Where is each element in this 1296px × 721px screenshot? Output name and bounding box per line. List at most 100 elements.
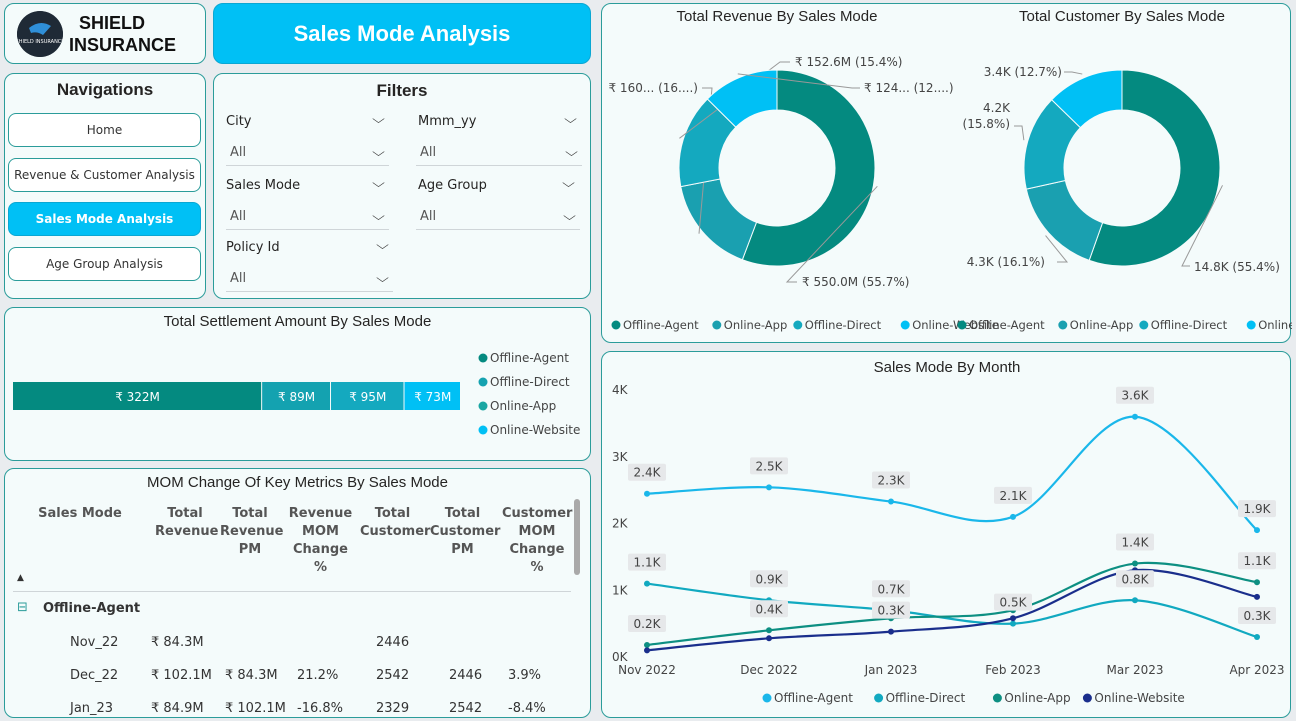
table-cell: 2446 — [376, 635, 410, 650]
line-legend-label: Online-App — [1004, 691, 1070, 705]
y-tick-label: 4K — [612, 383, 629, 397]
revenue-donut-legend-dot — [712, 320, 722, 330]
chevron-down-icon[interactable]: ⌵ — [372, 176, 385, 190]
customer-donut-slice-online-app[interactable] — [1025, 179, 1104, 261]
sort-ascending-icon[interactable]: ▲ — [17, 573, 24, 583]
settlement-bar-offline-direct[interactable] — [262, 382, 331, 410]
line-point[interactable] — [1254, 579, 1260, 586]
table-cell: 3.9% — [508, 668, 542, 683]
line-point[interactable] — [1010, 620, 1016, 627]
table-header-cell[interactable]: Sales Mode — [38, 506, 122, 521]
line-point[interactable] — [644, 647, 650, 654]
nav-sales-mode-button[interactable]: Sales Mode Analysis — [8, 202, 201, 236]
table-cell: 21.2% — [297, 668, 339, 683]
settlement-bar-chart: ₹ 322M ₹ 89M ₹ 95M ₹ 73M Offline-Agent Offlin… — [13, 351, 580, 437]
revenue-donut-leader-line — [785, 185, 878, 283]
nav-age-group-button[interactable]: Age Group Analysis — [8, 247, 201, 281]
customer-donut-leader-line — [1064, 71, 1083, 75]
filter-sales-mode-select[interactable]: All ⌵ — [226, 204, 389, 230]
line-point[interactable] — [1010, 513, 1016, 520]
table-cell: ₹ 84.3M — [151, 635, 204, 650]
line-series-online-website[interactable] — [646, 568, 1258, 652]
settlement-legend-dot — [478, 425, 488, 435]
customer-donut-legend-dot — [1139, 320, 1149, 330]
collapse-icon[interactable]: ⊟ — [17, 600, 28, 615]
table-header-cell[interactable]: Total Customer PM — [430, 506, 501, 557]
table-header-cell[interactable]: Customer MOM Change% — [502, 506, 573, 575]
line-series-offline-agent[interactable] — [646, 415, 1258, 531]
chevron-down-icon[interactable]: ⌵ — [562, 176, 575, 190]
table-cell: ₹ 102.1M — [151, 668, 212, 683]
revenue-donut-slice-offline-agent[interactable] — [741, 69, 876, 267]
table-cell: 2542 — [449, 701, 483, 716]
line-point[interactable] — [1132, 413, 1138, 420]
nav-home-button[interactable]: Home — [8, 113, 201, 147]
line-point[interactable] — [1010, 615, 1016, 622]
table-scrollbar[interactable] — [574, 499, 580, 575]
line-legend-dot — [992, 693, 1002, 703]
line-point[interactable] — [1254, 633, 1260, 640]
table-cell: ₹ 84.9M — [151, 701, 204, 716]
line-data-label: 1.1K — [1244, 554, 1272, 568]
filter-age-group-select[interactable]: All ⌵ — [416, 204, 580, 230]
chevron-down-icon[interactable]: ⌵ — [564, 112, 577, 126]
filter-month-select[interactable]: All ⌵ — [416, 140, 582, 166]
table-cell: 2542 — [376, 668, 410, 683]
filter-city-select[interactable]: All ⌵ — [226, 140, 389, 166]
line-data-label-bg — [1238, 552, 1276, 570]
customer-donut-slice-online-website[interactable] — [1050, 69, 1123, 129]
line-point[interactable] — [888, 628, 894, 635]
customer-donut-slice-offline-agent[interactable] — [1088, 69, 1221, 267]
line-series-offline-direct[interactable] — [646, 582, 1258, 639]
line-point[interactable] — [766, 484, 772, 491]
revenue-donut-data-label: ₹ 160... (16....) — [608, 81, 698, 95]
line-point[interactable] — [644, 490, 650, 497]
line-point[interactable] — [644, 580, 650, 587]
line-data-label-bg — [1116, 533, 1154, 551]
filters-panel: Filters City ⌵ All ⌵ Mmm_yy ⌵ All ⌵ Sales … — [213, 73, 591, 299]
navigation-title: Navigations — [56, 80, 154, 99]
settlement-legend-label: Offline-Agent — [490, 351, 569, 365]
line-point[interactable] — [1132, 597, 1138, 604]
table-header-cell[interactable]: Revenue MOM Change% — [288, 506, 353, 575]
line-legend-dot — [1082, 693, 1092, 703]
filter-city-label: City — [226, 114, 252, 129]
settlement-bar-offline-agent[interactable] — [13, 382, 262, 410]
nav-revenue-customer-button[interactable]: Revenue & Customer Analysis — [8, 158, 201, 192]
revenue-donut-slice-online-website[interactable] — [706, 69, 778, 128]
line-point[interactable] — [644, 641, 650, 648]
filter-policy-id-select[interactable]: All ⌵ — [226, 266, 393, 292]
table-header-cell[interactable]: Total Revenue PM — [220, 506, 284, 557]
line-data-label: 2.3K — [878, 474, 906, 488]
settlement-bar-online-app[interactable] — [331, 382, 404, 410]
table-group-row[interactable]: Offline-Agent — [43, 601, 141, 616]
revenue-donut-leader-line — [679, 61, 790, 139]
table-header-cell[interactable]: Total Customer — [360, 506, 431, 539]
line-data-label: 0.8K — [1122, 572, 1150, 586]
revenue-donut-title: Total Revenue By Sales Mode — [677, 8, 878, 25]
settlement-bar-online-website[interactable] — [404, 382, 460, 410]
table-header-cell[interactable]: Total Revenue — [155, 506, 219, 539]
revenue-donut-slice-online-app[interactable] — [680, 178, 758, 261]
filters-title: Filters — [376, 81, 428, 100]
line-point[interactable] — [888, 498, 894, 505]
line-data-label: 0.2K — [634, 617, 662, 631]
table-cell: -16.8% — [297, 701, 343, 716]
line-series-online-app[interactable] — [646, 561, 1258, 647]
table-divider — [13, 591, 571, 592]
line-point[interactable] — [1254, 593, 1260, 600]
y-tick-label: 3K — [612, 450, 629, 464]
line-point[interactable] — [1132, 560, 1138, 567]
line-legend-label: Offline-Agent — [774, 691, 853, 705]
line-point[interactable] — [1254, 527, 1260, 534]
donut-charts-panel: Total Revenue By Sales Mode ₹ 550.0M (55.… — [601, 3, 1296, 343]
revenue-donut-legend-label: Offline-Agent — [623, 318, 699, 332]
settlement-legend-dot — [478, 401, 488, 411]
line-legend-label: Online-Website — [1094, 691, 1184, 705]
chevron-down-icon[interactable]: ⌵ — [376, 238, 389, 252]
settlement-legend-dot — [478, 353, 488, 363]
line-data-label-bg — [1116, 386, 1154, 404]
chevron-down-icon[interactable]: ⌵ — [372, 112, 385, 126]
line-point[interactable] — [766, 635, 772, 642]
line-point[interactable] — [766, 627, 772, 634]
